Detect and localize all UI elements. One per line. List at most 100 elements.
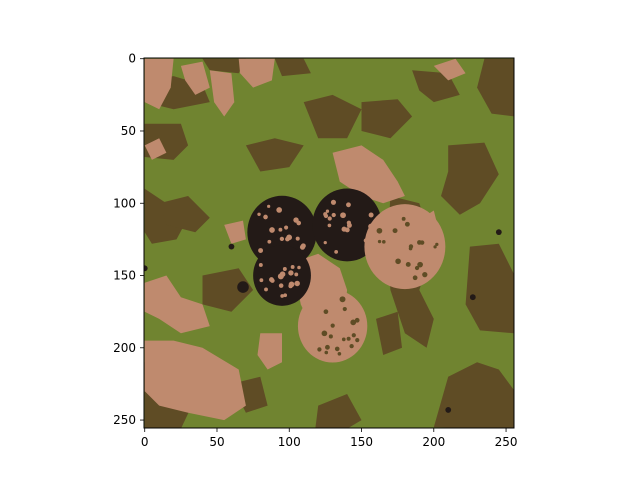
dark-region (433, 362, 514, 428)
drupelet (340, 212, 346, 219)
drupelet (354, 317, 360, 323)
drupelet (334, 346, 340, 352)
drupelet (269, 277, 274, 283)
drupelet (327, 223, 332, 228)
drupelet (284, 225, 289, 230)
axes-frame (143, 57, 515, 429)
drupelet (294, 272, 299, 277)
drupelet (404, 221, 410, 227)
drupelet (325, 209, 330, 213)
dark-region (441, 142, 499, 215)
drupelet (257, 212, 261, 217)
drupelet (376, 227, 383, 234)
drupelet (433, 245, 437, 249)
pink-region (144, 58, 174, 110)
dark-spot (237, 281, 249, 293)
drupelet (323, 309, 329, 315)
drupelet (300, 243, 306, 249)
drupelet (422, 271, 428, 278)
drupelet (330, 323, 335, 328)
dark-spot (469, 294, 476, 301)
berry-cluster (297, 289, 368, 363)
drupelet (351, 333, 356, 338)
drupelet (263, 214, 268, 220)
drupelet (349, 343, 354, 349)
dark-region (361, 99, 413, 139)
drupelet (282, 267, 287, 271)
drupelet (355, 338, 360, 343)
drupelet (295, 236, 300, 241)
drupelet (290, 265, 295, 269)
pink-region (144, 138, 167, 160)
drupelet (323, 240, 327, 245)
berry-body (247, 195, 317, 269)
drupelet (417, 261, 423, 268)
y-tick-label: 200 (113, 341, 136, 355)
drupelet (414, 265, 420, 271)
drupelet (341, 337, 346, 342)
drupelet (259, 278, 264, 283)
drupelet (405, 261, 411, 267)
x-tick-label: 0 (141, 435, 149, 449)
drupelet (276, 207, 283, 213)
drupelet (297, 265, 301, 270)
drupelet (283, 293, 288, 298)
drupelet (344, 227, 350, 233)
pink-region (209, 70, 235, 117)
drupelet (278, 283, 284, 288)
drupelet (408, 246, 413, 251)
drupelet (286, 234, 293, 241)
dark-region (274, 58, 311, 77)
dark-region (465, 243, 514, 334)
berry-body (364, 204, 446, 290)
drupelet (346, 336, 351, 341)
pink-region (433, 58, 466, 81)
dark-region (376, 311, 402, 355)
drupelet (288, 270, 294, 276)
y-tick-label: 150 (113, 269, 136, 283)
y-tick-label: 250 (113, 413, 136, 427)
drupelet (382, 240, 386, 244)
dark-region (202, 268, 254, 312)
y-tick-label: 50 (121, 124, 136, 138)
drupelet (317, 347, 322, 352)
image-plot (144, 58, 514, 428)
drupelet (342, 306, 347, 312)
drupelet (267, 204, 271, 208)
drupelet (277, 273, 284, 280)
drupelet (346, 202, 351, 208)
drupelet (350, 319, 357, 326)
dark-region (477, 58, 514, 117)
berry-cluster (364, 204, 446, 290)
x-tick-label: 200 (422, 435, 445, 449)
drupelet (296, 220, 302, 226)
drupelet (321, 330, 328, 337)
drupelet (280, 294, 284, 298)
dark-spot (445, 407, 452, 413)
y-axis: 0 50 100 150 200 250 (113, 52, 144, 427)
dark-region (159, 196, 210, 233)
drupelet (323, 213, 329, 219)
drupelet (330, 199, 337, 205)
pink-region (257, 333, 282, 370)
drupelet (324, 350, 329, 355)
drupelet (264, 287, 268, 292)
drupelet (325, 344, 330, 350)
drupelet (334, 250, 339, 254)
x-axis: 0 50 100 150 200 250 (141, 428, 518, 449)
x-tick-label: 150 (350, 435, 373, 449)
dark-spot (144, 265, 148, 272)
drupelet (368, 212, 374, 218)
drupelet (331, 212, 336, 218)
drupelet (417, 240, 422, 245)
y-tick-label: 0 (128, 52, 136, 66)
dark-region (202, 58, 246, 74)
y-tick-label: 100 (113, 196, 136, 210)
x-tick-label: 50 (209, 435, 224, 449)
drupelet (401, 216, 406, 221)
drupelet (328, 334, 333, 339)
dark-region (303, 94, 362, 139)
x-tick-label: 250 (495, 435, 518, 449)
drupelet (278, 227, 283, 232)
